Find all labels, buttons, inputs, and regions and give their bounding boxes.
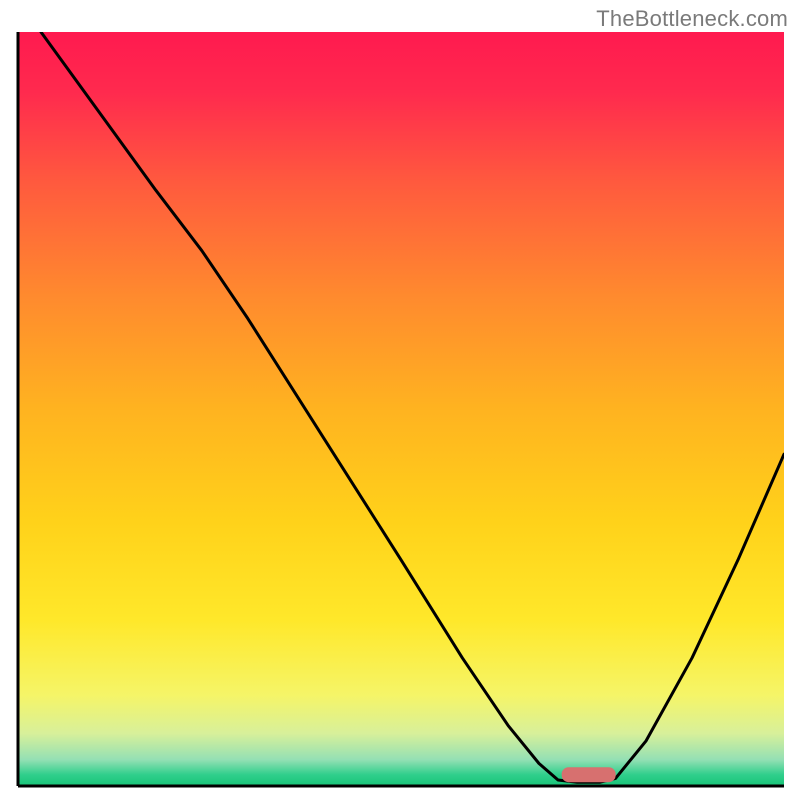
chart-container: TheBottleneck.com <box>0 0 800 800</box>
bottleneck-chart <box>0 0 800 800</box>
